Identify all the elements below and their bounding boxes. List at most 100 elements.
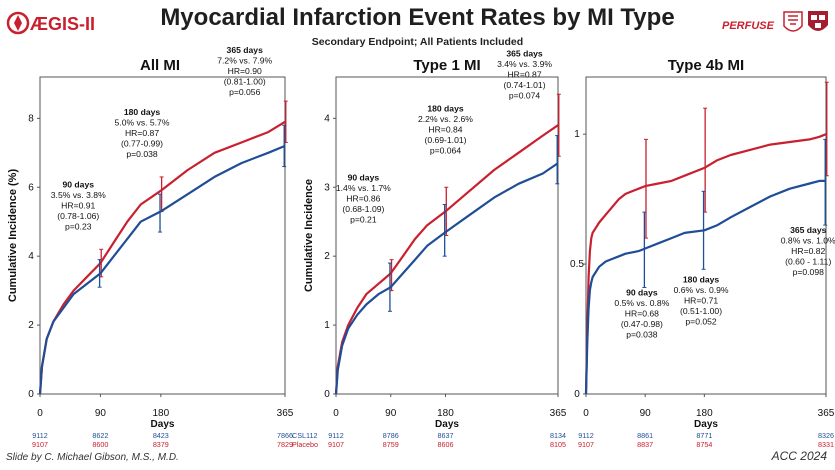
x-tick-label: 0 [583,408,589,419]
aegis-logo-mark [14,15,22,31]
annotation-line: p=0.038 [126,149,158,159]
risk-count-csl112: 8786 [383,431,399,440]
annotation-line: p=0.21 [350,214,377,224]
x-tick-label: 0 [333,408,339,419]
y-tick-label: 2 [324,251,330,262]
annotation-line: 180 days [683,274,720,284]
annotation-line: 365 days [227,45,264,55]
annotation-line: HR=0.87 [507,69,541,79]
risk-count-placebo: 8105 [550,440,566,449]
chart-title: All MI [140,57,180,74]
risk-count-csl112: 8622 [92,431,108,440]
annotation-line: p=0.056 [229,87,261,97]
annotation-line: (0.78-1.06) [57,211,99,221]
annotation-line: (0.68-1.09) [342,204,384,214]
annotation-line: 180 days [124,107,161,117]
risk-count-placebo: 9107 [328,440,344,449]
x-tick-label: 365 [550,408,567,419]
y-tick-label: 2 [28,320,34,331]
risk-count-csl112: 9112 [578,431,593,440]
annotation-line: (0.74-1.01) [504,80,546,90]
annotation-line: 90 days [348,172,380,182]
page-title: Myocardial Infarction Event Rates by MI … [160,4,675,31]
y-tick-label: 0 [28,389,34,400]
y-tick-label: 0 [574,389,580,400]
y-tick-label: 3 [324,182,330,193]
annotation-line: 365 days [506,48,543,58]
annotation-line: (0.47-0.98) [621,319,663,329]
x-tick-label: 180 [152,408,169,419]
y-tick-label: 4 [324,113,330,124]
y-tick-label: 8 [28,113,34,124]
x-axis-label: Days [694,419,718,430]
annotation-line: (0.69-1.01) [424,135,466,145]
annotation-line: 90 days [62,179,94,189]
annotation-line: 1.4% vs. 1.7% [336,183,391,193]
risk-count-csl112: 8637 [437,431,453,440]
series-line-placebo [584,179,826,395]
slide-credit: Slide by C. Michael Gibson, M.S., M.D. [6,452,179,463]
risk-count-placebo: 8759 [383,440,399,449]
y-tick-label: 4 [28,251,34,262]
chart-panel-1: All MI 0 2 4 6 8 0 90 180 365 Days Cumulative Incid… [7,45,294,449]
aegis-logo: ÆGIS-II [6,11,95,35]
series-line-csl112 [334,124,559,395]
risk-count-placebo: 8837 [637,440,653,449]
annotation-line: HR=0.82 [791,246,825,256]
risk-count-placebo: 8600 [92,440,108,449]
annotation-line: p=0.074 [509,90,541,100]
annotation-line: HR=0.86 [346,193,380,203]
annotation-line: 0.8% vs. 1.0% [781,235,835,245]
risk-count-csl112: 8326 [818,431,834,440]
risk-count-placebo: 9107 [578,440,594,449]
risk-count-csl112: 8134 [550,431,566,440]
annotation-line: (0.81-1.00) [224,76,266,86]
risk-count-placebo: 8379 [153,440,169,449]
perfuse-logo: PERFUSE [722,20,775,32]
x-tick-label: 90 [385,408,397,419]
plot-frame [335,76,559,395]
annotation-line: HR=0.91 [61,200,95,210]
risk-count-placebo: 7829 [277,440,293,449]
annotation-line: 7.2% vs. 7.9% [217,55,272,65]
x-tick-label: 180 [437,408,454,419]
annotation-line: 0.5% vs. 0.8% [614,298,669,308]
annotation-line: p=0.23 [65,221,92,231]
annotation-line: 90 days [626,287,658,297]
series-line-placebo [38,144,286,395]
annotation-line: HR=0.84 [428,124,462,134]
x-tick-label: 0 [37,408,43,419]
series-line-csl112 [38,120,286,395]
annotation-line: 0.6% vs. 0.9% [674,285,729,295]
annotation-line: 3.5% vs. 3.8% [51,190,106,200]
risk-count-csl112: 8423 [153,431,169,440]
risk-count-csl112: 8861 [637,431,653,440]
harvard-crest-logo [808,11,828,31]
page-subtitle: Secondary Endpoint; All Patients Include… [311,36,524,48]
crest-logo-1 [783,11,803,32]
x-tick-label: 365 [277,408,294,419]
y-axis-label: Cumulative Incidence (%) [7,169,19,303]
annotation-line: HR=0.71 [684,295,718,305]
risk-count-csl112: 9112 [328,431,343,440]
annotation-line: (0.60 - 1.11) [785,256,831,266]
annotation-line: p=0.098 [793,267,825,277]
event-label: ACC 2024 [771,449,827,463]
annotation-line: p=0.038 [626,329,658,339]
x-tick-label: 90 [95,408,107,419]
chart-title: Type 1 MI [413,57,480,74]
x-tick-label: 365 [818,408,835,419]
y-tick-label: 6 [28,182,34,193]
risk-count-placebo: 8331 [818,440,834,449]
y-tick-label: 0 [324,389,330,400]
plot-frame [585,76,827,395]
annotation-line: HR=0.87 [125,128,159,138]
risk-label-csl112: CSL112 [292,431,317,440]
x-axis-label: Days [151,419,175,430]
annotation-line: 2.2% vs. 2.6% [418,114,473,124]
annotation-line: (0.77-0.99) [121,138,163,148]
aegis-logo-swoosh [6,11,30,35]
annotation-line: 365 days [790,225,827,235]
annotation-line: 5.0% vs. 5.7% [115,117,170,127]
